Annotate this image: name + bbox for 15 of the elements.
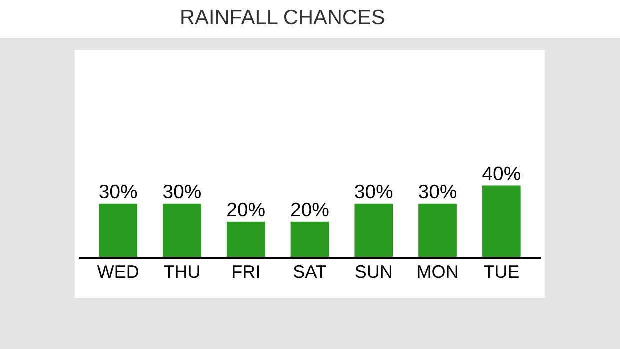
data-label: 20% — [292, 202, 329, 217]
data-label: 30% — [164, 184, 201, 199]
data-label: 20% — [228, 202, 265, 217]
data-label: 30% — [419, 184, 457, 199]
x-tick-label: WED — [97, 266, 139, 278]
x-tick-label: THU — [164, 266, 200, 278]
data-label: 30% — [355, 184, 393, 199]
x-tick-label: TUE — [484, 266, 519, 278]
data-label: 30% — [100, 184, 138, 199]
data-label: 40% — [482, 166, 520, 181]
chart-title: RAINFALL CHANCES — [182, 10, 384, 25]
x-tick-label: SUN — [356, 265, 392, 278]
x-tick-label: FRI — [233, 266, 259, 278]
x-tick-label: SAT — [294, 265, 326, 278]
x-tick-label: MON — [418, 265, 458, 278]
